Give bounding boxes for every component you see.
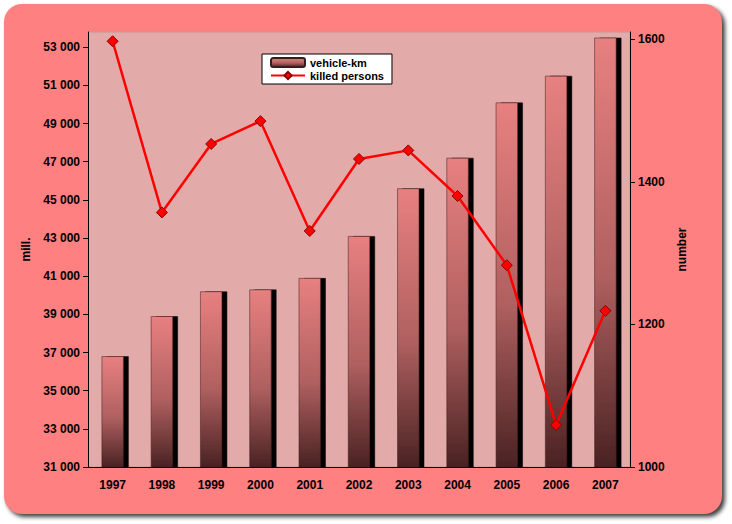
svg-text:number: number <box>675 227 689 271</box>
svg-text:2003: 2003 <box>395 478 422 492</box>
svg-text:1600: 1600 <box>638 32 665 46</box>
svg-text:45 000: 45 000 <box>43 193 80 207</box>
svg-text:vehicle-km: vehicle-km <box>310 57 367 69</box>
svg-text:41 000: 41 000 <box>43 269 80 283</box>
svg-text:2000: 2000 <box>247 478 274 492</box>
svg-text:1000: 1000 <box>638 460 665 474</box>
svg-text:39 000: 39 000 <box>43 307 80 321</box>
svg-text:1400: 1400 <box>638 175 665 189</box>
svg-text:47 000: 47 000 <box>43 155 80 169</box>
svg-text:35 000: 35 000 <box>43 384 80 398</box>
svg-text:2002: 2002 <box>346 478 373 492</box>
svg-text:2007: 2007 <box>592 478 619 492</box>
svg-text:43 000: 43 000 <box>43 231 80 245</box>
svg-text:mill.: mill. <box>19 237 33 261</box>
svg-text:33 000: 33 000 <box>43 422 80 436</box>
svg-text:1200: 1200 <box>638 317 665 331</box>
svg-text:51 000: 51 000 <box>43 78 80 92</box>
svg-text:49 000: 49 000 <box>43 117 80 131</box>
svg-text:killed persons: killed persons <box>310 70 384 82</box>
svg-text:1998: 1998 <box>149 478 176 492</box>
svg-text:2005: 2005 <box>493 478 520 492</box>
svg-text:1997: 1997 <box>99 478 126 492</box>
svg-text:37 000: 37 000 <box>43 346 80 360</box>
svg-text:2006: 2006 <box>543 478 570 492</box>
svg-text:1999: 1999 <box>198 478 225 492</box>
svg-text:2001: 2001 <box>296 478 323 492</box>
svg-text:53 000: 53 000 <box>43 40 80 54</box>
svg-text:2004: 2004 <box>444 478 471 492</box>
svg-text:31 000: 31 000 <box>43 460 80 474</box>
